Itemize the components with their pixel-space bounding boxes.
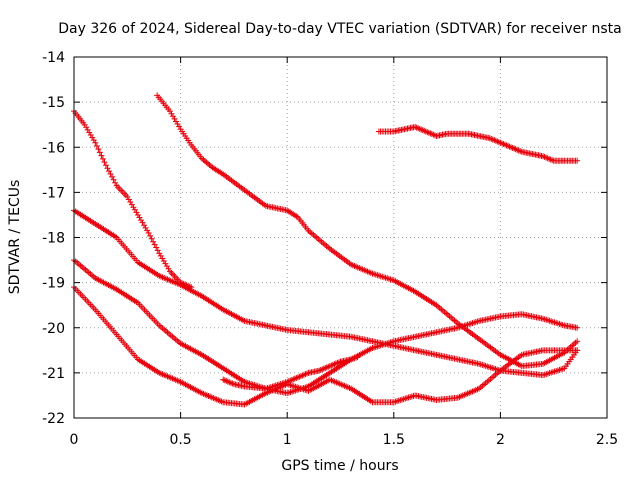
series-markers xyxy=(154,92,581,370)
x-tick-label: 0.5 xyxy=(169,432,191,448)
data-series xyxy=(71,92,581,408)
series-sat-e xyxy=(154,92,581,370)
series-sat-d xyxy=(71,284,581,408)
y-tick-label: -15 xyxy=(42,95,65,111)
chart-title: Day 326 of 2024, Sidereal Day-to-day VTE… xyxy=(58,21,621,37)
x-tick-label: 1.5 xyxy=(383,432,405,448)
y-tick-label: -22 xyxy=(42,411,65,427)
y-tick-label: -21 xyxy=(42,366,65,382)
x-tick-label: 2 xyxy=(496,432,505,448)
series-sat-g xyxy=(375,123,581,164)
y-tick-label: -18 xyxy=(42,231,65,247)
series-markers xyxy=(375,123,581,164)
y-tick-label: -20 xyxy=(42,321,65,337)
y-tick-label: -14 xyxy=(42,50,65,66)
x-tick-label: 0 xyxy=(70,432,79,448)
plot-frame xyxy=(73,56,608,419)
y-tick-label: -19 xyxy=(42,276,65,292)
series-markers xyxy=(220,354,361,392)
y-tick-label: -17 xyxy=(42,185,65,201)
y-axis-label: SDTVAR / TECUs xyxy=(7,180,23,295)
y-tick-label: -16 xyxy=(42,140,65,156)
x-tick-label: 2.5 xyxy=(596,432,618,448)
series-sat-f xyxy=(220,354,361,392)
x-axis-label: GPS time / hours xyxy=(281,458,398,474)
x-tick-label: 1 xyxy=(283,432,292,448)
series-sat-b xyxy=(71,207,581,379)
